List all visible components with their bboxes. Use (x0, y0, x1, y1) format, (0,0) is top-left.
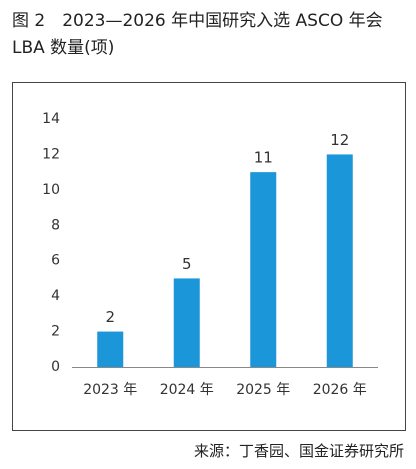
bar (97, 331, 124, 367)
y-tick-label: 12 (42, 146, 60, 162)
y-tick-label: 0 (51, 359, 60, 375)
source-note: 来源：丁香园、国金证券研究所 (193, 442, 404, 460)
bar (250, 172, 277, 367)
y-tick-label: 10 (42, 182, 60, 198)
value-label: 11 (254, 149, 273, 167)
chart-title: 图 2 2023—2026 年中国研究入选 ASCO 年会 LBA 数量(项) (12, 11, 383, 58)
y-tick-label: 6 (51, 253, 60, 269)
x-tick-label: 2025 年 (236, 382, 290, 398)
value-label: 2 (105, 308, 115, 326)
y-tick-label: 4 (51, 288, 60, 304)
y-tick-label: 14 (42, 111, 60, 127)
chart-frame (12, 82, 406, 431)
bar (326, 154, 353, 367)
x-tick-label: 2023 年 (83, 382, 137, 398)
value-label: 5 (182, 255, 192, 273)
y-tick-label: 2 (51, 324, 60, 340)
y-tick-label: 8 (51, 217, 60, 233)
bar (173, 278, 200, 367)
x-tick-label: 2024 年 (160, 382, 214, 398)
x-tick-label: 2026 年 (313, 382, 367, 398)
value-label: 12 (330, 131, 349, 149)
